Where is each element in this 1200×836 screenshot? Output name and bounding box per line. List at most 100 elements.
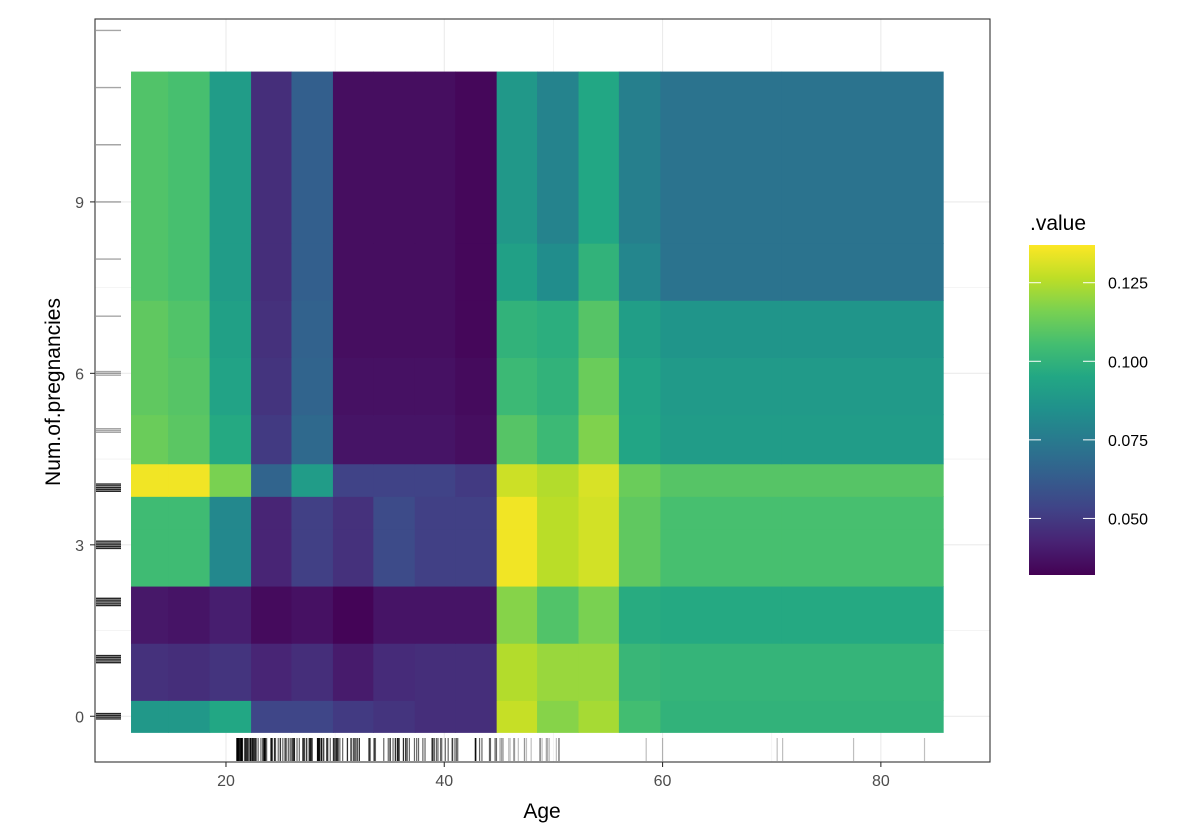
heatmap-cell (209, 585, 252, 644)
heatmap-cell (168, 528, 211, 587)
heatmap-cell (168, 463, 211, 497)
x-axis-title: Age (523, 800, 560, 823)
heatmap-cell (455, 700, 498, 733)
heatmap-cell (131, 585, 169, 644)
legend-colorbar (1029, 245, 1095, 575)
heatmap-cell (332, 528, 374, 587)
heatmap-cell (291, 700, 334, 733)
heatmap-cell (251, 71, 293, 244)
heatmap-cell (168, 357, 211, 416)
heatmap-cell (168, 643, 211, 701)
heatmap-cell (618, 300, 661, 358)
heatmap-cell (168, 414, 211, 465)
x-tick-label: 20 (217, 773, 235, 790)
heatmap-cell (209, 496, 252, 530)
heatmap-cell (537, 700, 580, 733)
heatmap-cell (496, 71, 538, 244)
legend: .value 0.050 0.075 0.100 0.125 (1029, 212, 1148, 575)
heatmap-cell (660, 463, 783, 497)
heatmap-cell (209, 700, 252, 733)
heatmap-cell (537, 243, 580, 301)
heatmap-cell (660, 71, 783, 244)
x-tick-label: 40 (435, 773, 453, 790)
heatmap-cell (660, 496, 783, 530)
heatmap-cell (251, 496, 293, 530)
heatmap-cell (618, 700, 661, 733)
heatmap-cell (251, 700, 293, 733)
heatmap-cell (251, 643, 293, 701)
heatmap-cell (781, 357, 944, 416)
heatmap-cell (455, 585, 498, 644)
heatmap-cell (496, 414, 538, 465)
heatmap-cell (618, 528, 661, 587)
heatmap-cell (332, 463, 374, 497)
heatmap-cell (660, 300, 783, 358)
heatmap-cell (455, 243, 498, 301)
heatmap-cell (291, 357, 334, 416)
heatmap-cell (332, 357, 374, 416)
heatmap-cell (660, 585, 783, 644)
heatmap-cell (618, 243, 661, 301)
heatmap-cell (455, 414, 498, 465)
heatmap-cell (578, 585, 620, 644)
heatmap-cell (781, 585, 944, 644)
heatmap-cell (414, 496, 456, 530)
legend-tick-label: 0.050 (1108, 511, 1148, 528)
heatmap-cell (291, 643, 334, 701)
heatmap-cell (455, 71, 498, 244)
heatmap-cell (291, 528, 334, 587)
heatmap-cell (537, 357, 580, 416)
heatmap-cell (414, 300, 456, 358)
heatmap-cell (332, 414, 374, 465)
heatmap-cell (455, 528, 498, 587)
heatmap-cell (660, 243, 783, 301)
y-tick-label: 9 (75, 195, 84, 212)
heatmap-cell (537, 528, 580, 587)
heatmap-cell (291, 414, 334, 465)
heatmap-cell (373, 300, 416, 358)
legend-tick-label: 0.100 (1108, 354, 1148, 371)
heatmap-cell (618, 414, 661, 465)
heatmap-cell (373, 643, 416, 701)
plot-panel (94, 18, 991, 763)
heatmap-cell (537, 414, 580, 465)
heatmap-cell (209, 414, 252, 465)
heatmap-cell (131, 357, 169, 416)
y-tick-label: 6 (75, 366, 84, 383)
heatmap-cell (414, 643, 456, 701)
heatmap-cell (332, 585, 374, 644)
heatmap-cell (618, 463, 661, 497)
heatmap-cell (168, 71, 211, 244)
heatmap-cell (373, 700, 416, 733)
heatmap-cell (781, 71, 944, 244)
heatmap-cell (496, 357, 538, 416)
heatmap-cell (209, 528, 252, 587)
heatmap-cell (291, 463, 334, 497)
heatmap-cell (131, 700, 169, 733)
x-tick-label: 60 (654, 773, 672, 790)
heatmap-cell (618, 585, 661, 644)
heatmap-cell (618, 496, 661, 530)
heatmap-cell (251, 300, 293, 358)
heatmap-cell (578, 643, 620, 701)
heatmap-cell (131, 243, 169, 301)
heatmap-cell (578, 243, 620, 301)
heatmap-cell (332, 700, 374, 733)
heatmap-cell (209, 71, 252, 244)
heatmap-cell (131, 71, 169, 244)
heatmap-cell (373, 243, 416, 301)
heatmap-cell (537, 643, 580, 701)
heatmap-cell (332, 300, 374, 358)
x-tick-label: 80 (872, 773, 890, 790)
heatmap-cell (496, 496, 538, 530)
heatmap-cell (168, 585, 211, 644)
heatmap-cell (537, 585, 580, 644)
heatmap-cell (414, 243, 456, 301)
heatmap-cell (496, 300, 538, 358)
heatmap-cell (373, 357, 416, 416)
heatmap-cell (414, 414, 456, 465)
legend-ticks: 0.050 0.075 0.100 0.125 (1029, 276, 1148, 528)
heatmap-cell (373, 414, 416, 465)
heatmap-cell (496, 700, 538, 733)
